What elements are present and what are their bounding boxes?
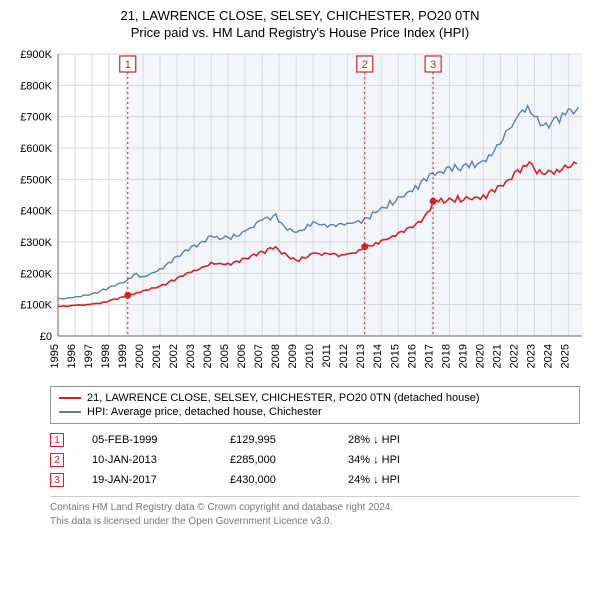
chart-container: 21, LAWRENCE CLOSE, SELSEY, CHICHESTER, … <box>0 0 600 538</box>
sale-row: 1 05-FEB-1999 £129,995 28% ↓ HPI <box>50 430 580 450</box>
svg-text:2010: 2010 <box>304 344 316 368</box>
sale-diff: 34% ↓ HPI <box>348 454 458 466</box>
svg-text:£300K: £300K <box>20 237 52 249</box>
svg-text:2023: 2023 <box>525 344 537 368</box>
sales-table: 1 05-FEB-1999 £129,995 28% ↓ HPI 2 10-JAN-201… <box>50 430 580 490</box>
sale-price: £285,000 <box>230 454 320 466</box>
svg-text:2020: 2020 <box>474 344 486 368</box>
sale-marker: 3 <box>50 473 64 487</box>
svg-text:2008: 2008 <box>270 344 282 368</box>
svg-text:£500K: £500K <box>20 174 52 186</box>
svg-text:1995: 1995 <box>49 344 61 368</box>
svg-text:2005: 2005 <box>219 344 231 368</box>
svg-text:£0: £0 <box>40 331 52 343</box>
svg-text:2009: 2009 <box>287 344 299 368</box>
svg-text:2007: 2007 <box>253 344 265 368</box>
svg-text:2018: 2018 <box>440 344 452 368</box>
svg-text:2000: 2000 <box>134 344 146 368</box>
sale-price: £129,995 <box>230 434 320 446</box>
svg-text:2015: 2015 <box>389 344 401 368</box>
svg-text:£400K: £400K <box>20 206 52 218</box>
svg-text:2: 2 <box>362 59 368 71</box>
sale-row: 3 19-JAN-2017 £430,000 24% ↓ HPI <box>50 470 580 490</box>
sale-date: 19-JAN-2017 <box>92 474 202 486</box>
sale-row: 2 10-JAN-2013 £285,000 34% ↓ HPI <box>50 450 580 470</box>
svg-text:2006: 2006 <box>236 344 248 368</box>
svg-text:2002: 2002 <box>168 344 180 368</box>
sale-diff: 28% ↓ HPI <box>348 434 458 446</box>
svg-text:1998: 1998 <box>100 344 112 368</box>
svg-text:2014: 2014 <box>372 344 384 368</box>
svg-text:£800K: £800K <box>20 80 52 92</box>
svg-text:2012: 2012 <box>338 344 350 368</box>
svg-text:1996: 1996 <box>66 344 78 368</box>
footnote-line-1: Contains HM Land Registry data © Crown c… <box>50 501 580 515</box>
svg-text:£100K: £100K <box>20 300 52 312</box>
svg-text:2019: 2019 <box>457 344 469 368</box>
svg-text:£600K: £600K <box>20 143 52 155</box>
sale-marker: 2 <box>50 453 64 467</box>
svg-text:2025: 2025 <box>559 344 571 368</box>
svg-text:2004: 2004 <box>202 344 214 368</box>
svg-text:2003: 2003 <box>185 344 197 368</box>
legend-swatch <box>59 411 81 413</box>
legend-label: HPI: Average price, detached house, Chic… <box>87 406 322 418</box>
svg-text:2024: 2024 <box>542 344 554 368</box>
svg-text:3: 3 <box>430 59 436 71</box>
svg-text:2017: 2017 <box>423 344 435 368</box>
svg-text:£900K: £900K <box>20 49 52 61</box>
legend: 21, LAWRENCE CLOSE, SELSEY, CHICHESTER, … <box>50 386 580 424</box>
svg-text:2013: 2013 <box>355 344 367 368</box>
legend-swatch <box>59 397 81 399</box>
chart-title: 21, LAWRENCE CLOSE, SELSEY, CHICHESTER, … <box>10 8 590 23</box>
svg-text:1: 1 <box>125 59 131 71</box>
chart-area: £0 £100K £200K £300K £400K £500K £600K £700K £80… <box>10 48 590 378</box>
sale-date: 05-FEB-1999 <box>92 434 202 446</box>
legend-label: 21, LAWRENCE CLOSE, SELSEY, CHICHESTER, … <box>87 392 480 404</box>
sale-price: £430,000 <box>230 474 320 486</box>
svg-text:1997: 1997 <box>83 344 95 368</box>
svg-text:2011: 2011 <box>321 344 333 368</box>
legend-item: HPI: Average price, detached house, Chic… <box>59 405 571 419</box>
sale-date: 10-JAN-2013 <box>92 454 202 466</box>
svg-text:2016: 2016 <box>406 344 418 368</box>
sale-marker: 1 <box>50 433 64 447</box>
svg-text:2022: 2022 <box>508 344 520 368</box>
svg-text:£700K: £700K <box>20 112 52 124</box>
svg-text:2021: 2021 <box>491 344 503 368</box>
svg-text:2001: 2001 <box>151 344 163 368</box>
legend-item: 21, LAWRENCE CLOSE, SELSEY, CHICHESTER, … <box>59 391 571 405</box>
svg-text:£200K: £200K <box>20 268 52 280</box>
chart-svg: £0 £100K £200K £300K £400K £500K £600K £700K £80… <box>10 48 590 378</box>
chart-subtitle: Price paid vs. HM Land Registry's House … <box>10 25 590 40</box>
footnote: Contains HM Land Registry data © Crown c… <box>50 496 580 528</box>
svg-text:1999: 1999 <box>117 344 129 368</box>
sale-diff: 24% ↓ HPI <box>348 474 458 486</box>
footnote-line-2: This data is licensed under the Open Gov… <box>50 515 580 529</box>
